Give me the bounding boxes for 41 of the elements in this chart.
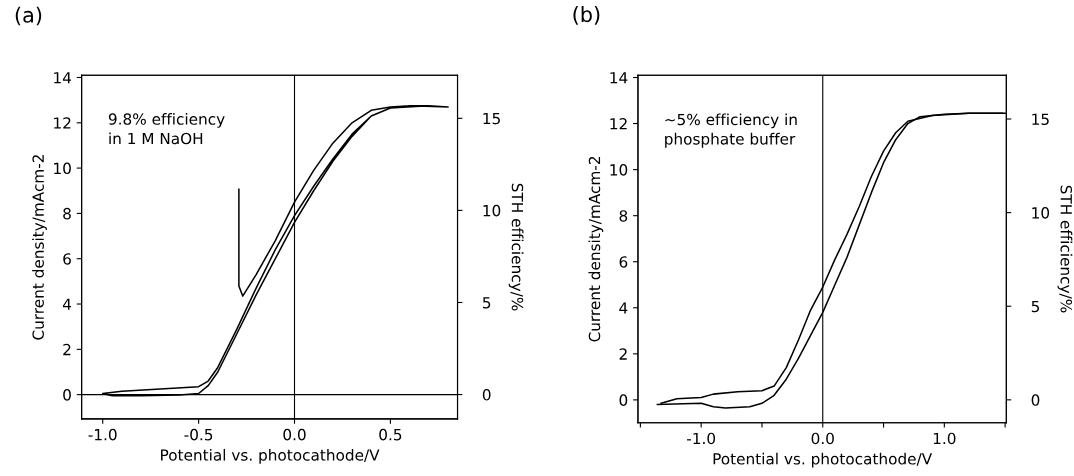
y-tick-label: 12 <box>610 118 627 130</box>
y2-tick-label: 0 <box>482 389 491 401</box>
y-tick-label: 14 <box>54 72 72 84</box>
y2-tick-label: 10 <box>1032 207 1050 219</box>
x-tick-label: 0.0 <box>811 432 834 445</box>
y-tick-label: 8 <box>619 210 628 222</box>
chart-title: (b) <box>573 6 600 25</box>
y-tick-label: 2 <box>63 343 71 356</box>
x-tick-label: -0.5 <box>184 428 213 441</box>
y2-tick-label: 5 <box>483 297 491 309</box>
y2-tick-label: 15 <box>1032 113 1049 126</box>
y-tick-label: 10 <box>610 164 628 176</box>
annotation: ~5% efficiency in phosphate buffer <box>665 113 797 148</box>
y-axis-title: Current density/mAcm-2 <box>588 156 604 342</box>
y-tick-label: 8 <box>63 207 71 220</box>
y-tick-label: 10 <box>54 162 71 175</box>
x-tick-label: 0.0 <box>283 428 306 441</box>
y-tick-label: 0 <box>63 389 71 401</box>
x-axis-title: Potential vs. photocathode/V <box>161 448 380 464</box>
y2-axis-title: STH efficiency/% <box>508 183 524 311</box>
y-tick-label: 2 <box>619 348 627 360</box>
x-tick-label: -1.0 <box>687 432 716 445</box>
y-tick-label: 0 <box>619 394 628 406</box>
x-axis-title: Potential vs. photocathode/V <box>713 452 933 468</box>
y-tick-label: 12 <box>54 117 71 129</box>
annotation: 9.8% efficiency in 1 M NaOH <box>108 113 225 145</box>
y2-tick-label: 0 <box>1031 394 1040 406</box>
y-tick-label: 14 <box>610 72 628 84</box>
y2-tick-label: 15 <box>483 112 500 125</box>
y-tick-label: 6 <box>63 253 71 265</box>
x-tick-label: -1.0 <box>88 428 117 441</box>
y2-tick-label: 5 <box>1031 300 1040 313</box>
chart-title: (a) <box>15 6 42 26</box>
x-tick-label: 0.5 <box>379 428 402 441</box>
y2-tick-label: 10 <box>483 204 501 217</box>
y-axis-title: Current density/mAcm-2 <box>32 155 47 340</box>
x-tick-label: 1.0 <box>933 432 956 445</box>
y-tick-label: 4 <box>619 302 628 314</box>
y-tick-label: 6 <box>619 256 628 268</box>
y2-axis-title: STH efficiency/% <box>1057 185 1073 313</box>
y-tick-label: 4 <box>62 298 72 310</box>
